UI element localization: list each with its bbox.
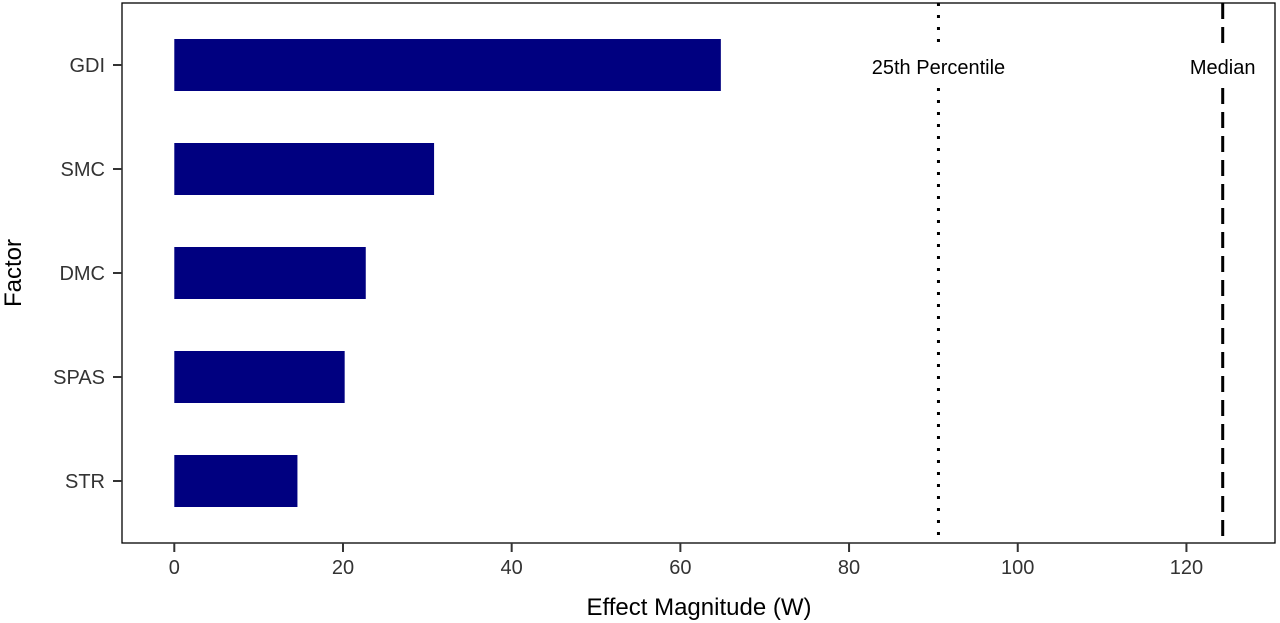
x-tick-label-20: 20 xyxy=(332,557,354,579)
x-tick-label-60: 60 xyxy=(669,557,691,579)
bar-smc xyxy=(174,143,435,195)
y-tick-label-dmc: DMC xyxy=(59,263,105,285)
x-tick-label-80: 80 xyxy=(838,557,860,579)
x-tick-label-0: 0 xyxy=(169,557,180,579)
x-tick-label-120: 120 xyxy=(1170,557,1203,579)
x-axis: 0 20 40 60 80 100 120 xyxy=(169,543,1203,579)
y-tick-label-str: STR xyxy=(65,471,105,493)
y-axis: GDI SMC DMC SPAS STR xyxy=(53,55,122,493)
x-tick-label-100: 100 xyxy=(1001,557,1034,579)
y-axis-title: Factor xyxy=(0,239,27,307)
bar-gdi xyxy=(174,39,721,91)
y-tick-label-spas: SPAS xyxy=(53,367,105,389)
y-tick-label-gdi: GDI xyxy=(69,55,105,77)
ref-label-median: Median xyxy=(1190,57,1256,79)
bar-str xyxy=(174,455,298,507)
reference-lines-layer: 25th Percentile Median xyxy=(872,3,1256,543)
bar-spas xyxy=(174,351,345,403)
bars-layer xyxy=(174,39,721,507)
y-tick-label-smc: SMC xyxy=(61,159,105,181)
x-tick-label-40: 40 xyxy=(501,557,523,579)
ref-label-25th-percentile: 25th Percentile xyxy=(872,57,1005,79)
bar-dmc xyxy=(174,247,366,299)
x-axis-title: Effect Magnitude (W) xyxy=(587,594,812,621)
